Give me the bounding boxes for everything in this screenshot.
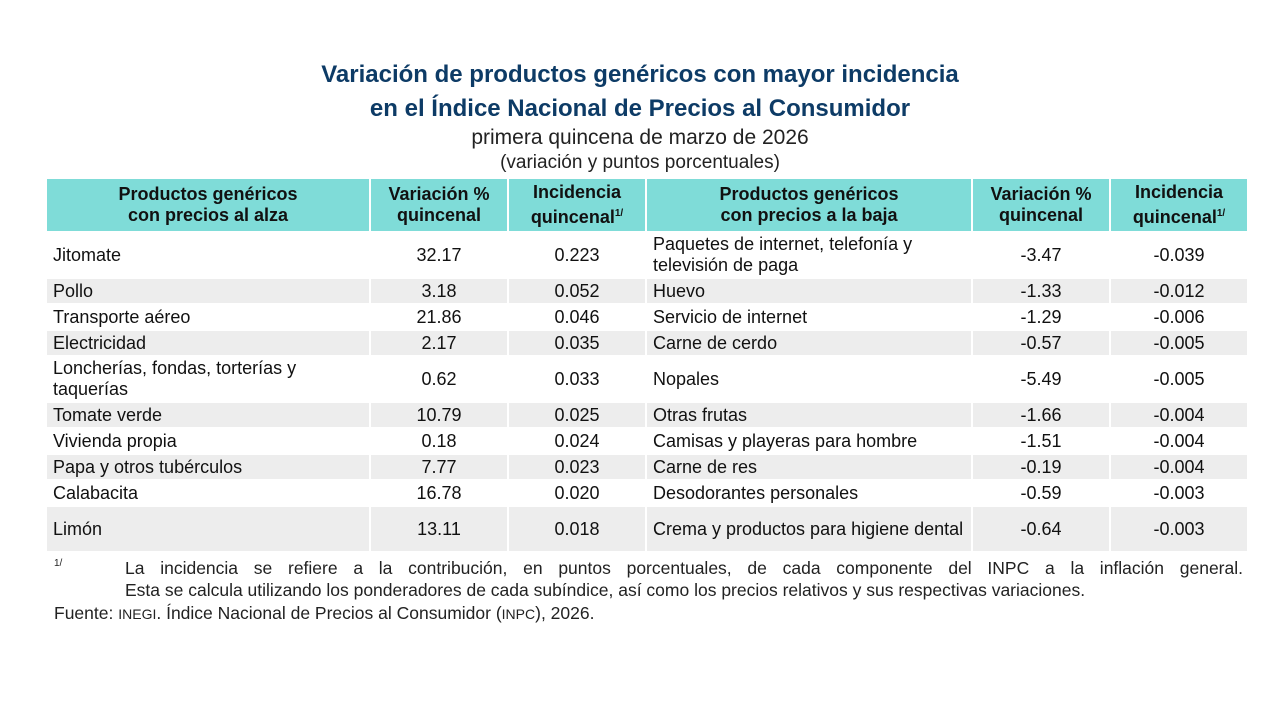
incidence-down-cell: -0.004 xyxy=(1153,430,1205,451)
incidence-down-cell: -0.005 xyxy=(1111,331,1247,355)
subtitle: primera quincena de marzo de 2026 xyxy=(471,126,809,149)
variation-up-cell: 0.62 xyxy=(421,368,457,389)
product-up-cell: Papa y otros tubérculos xyxy=(47,455,369,479)
product-up-cell: Tomate verde xyxy=(47,403,369,427)
product-down-cell: Camisas y playeras para hombre xyxy=(653,430,918,451)
product-down-cell: Servicio de internet xyxy=(653,306,808,327)
incidence-up-cell: 0.223 xyxy=(554,244,600,265)
incidence-down-cell: -0.039 xyxy=(1153,244,1205,265)
title-line-1: Variación de productos genéricos con may… xyxy=(321,61,959,88)
incidence-down-cell: -0.004 xyxy=(1111,455,1247,479)
product-up-cell: Transporte aéreo xyxy=(53,306,191,327)
variation-down-cell: -0.57 xyxy=(973,331,1109,355)
variation-down-cell: -1.66 xyxy=(973,403,1109,427)
product-down-cell: Huevo xyxy=(647,279,971,303)
variation-down-cell: -1.51 xyxy=(1020,430,1062,451)
incidence-down-cell: -0.006 xyxy=(1153,306,1205,327)
column-header: Productos genéricos con precios al alza xyxy=(47,179,369,231)
incidence-down-cell: -0.003 xyxy=(1111,507,1247,551)
variation-up-cell: 0.18 xyxy=(421,430,457,451)
variation-up-cell: 10.79 xyxy=(371,403,507,427)
variation-up-cell: 2.17 xyxy=(371,331,507,355)
variation-down-cell: -1.29 xyxy=(1020,306,1062,327)
column-header: Productos genéricos con precios a la baja xyxy=(647,179,971,231)
variation-up-cell: 3.18 xyxy=(371,279,507,303)
incidence-up-cell: 0.052 xyxy=(509,279,645,303)
product-up-cell: Limón xyxy=(47,507,369,551)
product-up-cell: Pollo xyxy=(47,279,369,303)
title-line-2: en el Índice Nacional de Precios al Cons… xyxy=(369,95,911,122)
table-row: Limón 13.11 0.018 Crema y productos para hi… xyxy=(47,507,1247,551)
footnote-line-2: Esta se calcula utilizando los ponderado… xyxy=(125,580,1086,600)
variation-up-cell: 21.86 xyxy=(416,306,462,327)
variation-down-cell: -0.19 xyxy=(973,455,1109,479)
table-row: Jitomate 32.17 0.223 Paquetes de internet, … xyxy=(47,233,1247,277)
incidence-up-cell: 0.033 xyxy=(554,368,600,389)
source-note: Fuente: INEGI. Índice Nacional de Precio… xyxy=(54,603,595,623)
table-row: Pollo 3.18 0.052 Huevo -1.33 -0.012 xyxy=(47,279,1247,303)
variation-up-cell: 7.77 xyxy=(371,455,507,479)
incidence-down-cell: -0.012 xyxy=(1111,279,1247,303)
variation-down-cell: -5.49 xyxy=(1020,368,1062,389)
product-down-cell: Desodorantes personales xyxy=(653,482,859,503)
table-row: Transporte aéreo 21.86 0.046 Servicio de in… xyxy=(47,305,1247,329)
units-note: (variación y puntos porcentuales) xyxy=(500,152,780,173)
product-down-cell: Crema y productos para higiene dental xyxy=(647,507,971,551)
variation-down-cell: -1.33 xyxy=(973,279,1109,303)
variation-down-cell: -3.47 xyxy=(1020,244,1062,265)
product-down-cell: Otras frutas xyxy=(647,403,971,427)
product-down-cell: Nopales xyxy=(653,368,720,389)
incidence-up-cell: 0.025 xyxy=(509,403,645,427)
product-up-cell: Loncherías, fondas, torterías y taquería… xyxy=(53,358,297,399)
table-row: Tomate verde 10.79 0.025 Otras frutas -1.66-… xyxy=(47,403,1247,427)
variation-up-cell: 13.11 xyxy=(371,507,507,551)
incidence-down-cell: -0.005 xyxy=(1153,368,1205,389)
product-up-cell: Jitomate xyxy=(53,244,122,265)
column-header: Variación % quincenal xyxy=(371,179,507,231)
column-header: Incidencia quincenal1/ xyxy=(509,179,645,231)
incidence-down-cell: -0.004 xyxy=(1111,403,1247,427)
product-up-cell: Calabacita xyxy=(53,482,139,503)
incidence-down-cell: -0.003 xyxy=(1153,482,1205,503)
table-row: Loncherías, fondas, torterías y taquería… xyxy=(47,357,1247,401)
product-up-cell: Vivienda propia xyxy=(53,430,177,451)
variation-up-cell: 32.17 xyxy=(416,244,462,265)
product-down-cell: Carne de res xyxy=(647,455,971,479)
footnote-mark: 1/ xyxy=(54,558,63,569)
table-row: Electricidad 2.17 0.035 Carne de cerdo -0.57… xyxy=(47,331,1247,355)
table-row: Calabacita 16.78 0.020 Desodorantes persona… xyxy=(47,481,1247,505)
incidence-table: Productos genéricos con precios al alza Va… xyxy=(45,177,1249,553)
product-down-cell: Carne de cerdo xyxy=(647,331,971,355)
table-row: Papa y otros tubérculos 7.77 0.023 Carne de… xyxy=(47,455,1247,479)
product-up-cell: Electricidad xyxy=(47,331,369,355)
product-down-cell: Paquetes de internet, telefonía y televi… xyxy=(653,234,913,275)
incidence-up-cell: 0.018 xyxy=(509,507,645,551)
variation-up-cell: 16.78 xyxy=(416,482,462,503)
footnote-line-1: La incidencia se refiere a la contribuci… xyxy=(125,558,1243,578)
incidence-up-cell: 0.035 xyxy=(509,331,645,355)
table-row: Vivienda propia 0.18 0.024 Camisas y player… xyxy=(47,429,1247,453)
variation-down-cell: -0.64 xyxy=(973,507,1109,551)
incidence-up-cell: 0.024 xyxy=(554,430,600,451)
variation-down-cell: -0.59 xyxy=(1020,482,1062,503)
column-header: Incidencia quincenal1/ xyxy=(1111,179,1247,231)
incidence-up-cell: 0.046 xyxy=(554,306,600,327)
column-header: Variación % quincenal xyxy=(973,179,1109,231)
incidence-up-cell: 0.020 xyxy=(554,482,600,503)
incidence-up-cell: 0.023 xyxy=(509,455,645,479)
